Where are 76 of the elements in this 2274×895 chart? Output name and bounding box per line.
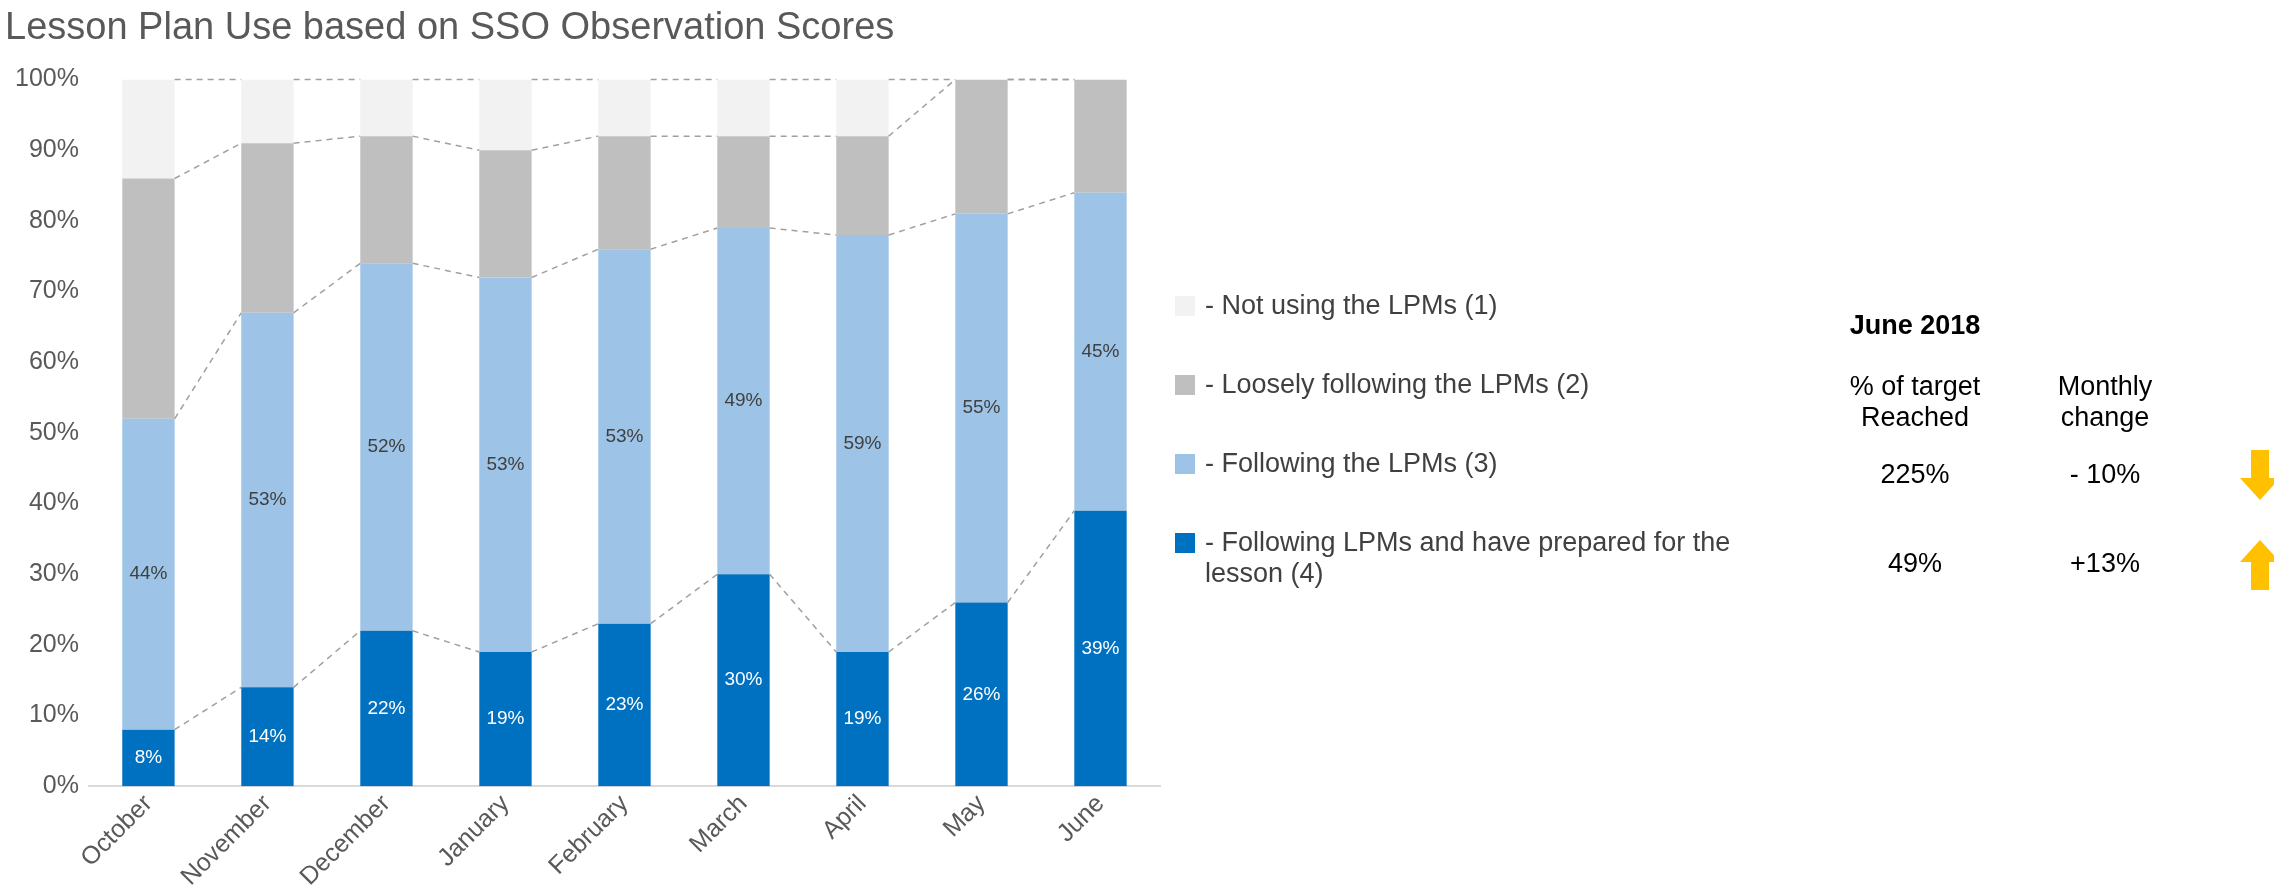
y-tick-label: 0% xyxy=(42,770,79,799)
chart-title: Lesson Plan Use based on SSO Observation Scores xyxy=(5,5,895,48)
text: % of target Reached xyxy=(1848,371,1982,433)
data-label: 23% xyxy=(605,693,644,715)
bar xyxy=(479,79,532,151)
bar xyxy=(836,651,889,787)
bar xyxy=(241,312,294,688)
bar xyxy=(598,136,651,250)
bar xyxy=(479,277,532,652)
data-label: 55% xyxy=(962,396,1001,418)
y-tick-label: 100% xyxy=(14,63,79,92)
bar xyxy=(360,263,413,631)
data-label: 53% xyxy=(248,488,287,510)
text: 225% xyxy=(1879,459,1951,490)
bar xyxy=(955,602,1008,787)
legend-label: - Following LPMs and have prepared for the lesson (4) xyxy=(1205,527,1732,589)
legend-label: - Following the LPMs (3) xyxy=(1205,448,1498,479)
bar xyxy=(717,574,770,787)
y-tick-label: 90% xyxy=(28,134,79,163)
legend-label: - Loosely following the LPMs (2) xyxy=(1205,369,1590,400)
y-tick-label: 70% xyxy=(28,275,79,304)
y-tick-label: 20% xyxy=(28,628,79,657)
bar xyxy=(122,729,175,787)
bar xyxy=(1074,79,1127,193)
bar xyxy=(122,418,175,730)
bar xyxy=(1074,510,1127,787)
bar xyxy=(360,630,413,787)
text: June 2018 xyxy=(1848,310,1982,341)
data-label: 30% xyxy=(724,668,763,690)
bar xyxy=(836,136,889,236)
data-label: 14% xyxy=(248,725,287,747)
data-label: 45% xyxy=(1081,339,1120,361)
text: 49% xyxy=(1886,548,1943,579)
bar xyxy=(955,213,1008,603)
bar xyxy=(122,178,175,419)
data-label: 19% xyxy=(843,707,882,729)
text: - 10% xyxy=(2068,459,2142,490)
data-label: 49% xyxy=(724,389,763,411)
data-label: 59% xyxy=(843,431,882,453)
bar xyxy=(598,79,651,137)
y-tick-label: 50% xyxy=(28,416,79,445)
data-label: 8% xyxy=(134,746,163,768)
bar xyxy=(1074,192,1127,511)
bar xyxy=(241,687,294,787)
bar xyxy=(717,136,770,228)
x-tick-label: May xyxy=(936,788,991,842)
data-label: 22% xyxy=(367,696,406,718)
y-tick-label: 60% xyxy=(28,346,79,375)
y-tick-label: 10% xyxy=(28,699,79,728)
y-tick-label: 40% xyxy=(28,487,79,516)
bar xyxy=(836,79,889,137)
data-label: 53% xyxy=(486,452,525,474)
data-label: 26% xyxy=(962,682,1001,704)
text: +13% xyxy=(2069,548,2141,579)
data-label: 53% xyxy=(605,424,644,446)
bar xyxy=(360,136,413,264)
data-label: 44% xyxy=(129,562,168,584)
bar xyxy=(241,143,294,313)
bar xyxy=(479,651,532,787)
bar xyxy=(598,623,651,787)
data-label: 52% xyxy=(367,435,406,457)
text: Monthly change xyxy=(2056,371,2154,433)
bar xyxy=(241,79,294,144)
bar xyxy=(836,235,889,652)
legend-label: - Not using the LPMs (1) xyxy=(1205,290,1498,321)
bar xyxy=(360,79,413,137)
bar xyxy=(717,79,770,137)
bar xyxy=(598,249,651,624)
data-label: 19% xyxy=(486,707,525,729)
y-tick-label: 80% xyxy=(28,204,79,233)
bar xyxy=(717,228,770,575)
bar xyxy=(122,79,175,179)
bar xyxy=(479,150,532,278)
y-tick-label: 30% xyxy=(28,558,79,587)
data-label: 39% xyxy=(1081,636,1120,658)
bar xyxy=(955,79,1008,214)
